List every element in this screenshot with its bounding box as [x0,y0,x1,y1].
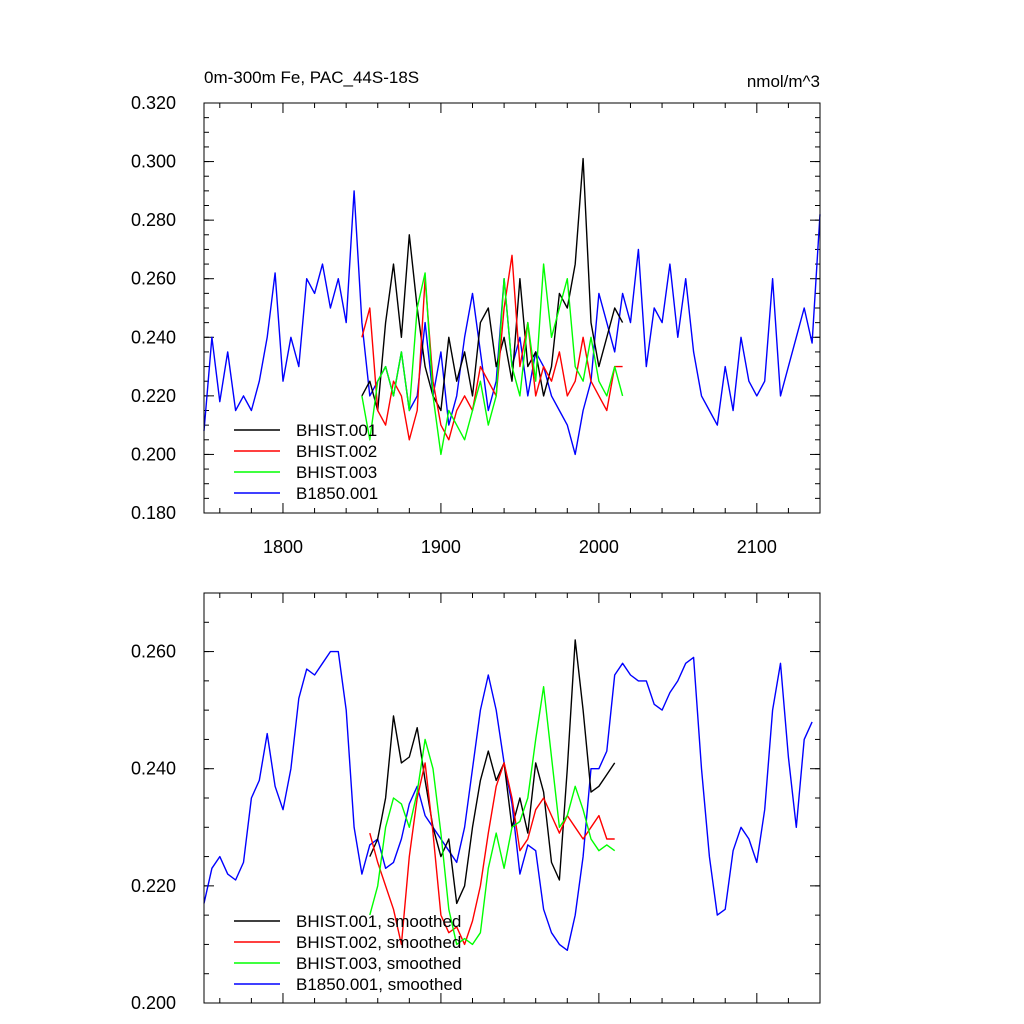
y-tick-label: 0.280 [131,210,176,230]
legend-label: B1850.001, smoothed [296,975,462,994]
bottom-plot-frame [203,592,821,1004]
series-line-3 [203,190,821,456]
legend-label: B1850.001 [296,484,378,503]
series-line-3 [203,650,813,951]
top-plot-frame [203,102,821,514]
series-line-1 [361,254,623,441]
series-line-0 [369,639,616,905]
x-tick-label: 2000 [579,537,619,557]
series-line-2 [369,686,616,946]
bottom-legend: BHIST.001, smoothed BHIST.002, smoothed BH… [234,912,462,994]
y-tick-label: 0.260 [131,642,176,662]
units-label: nmol/m^3 [747,72,820,91]
legend-label: BHIST.002, smoothed [296,933,461,952]
x-tick-label: 2100 [737,537,777,557]
y-tick-label: 0.240 [131,759,176,779]
top-series-lines [203,157,821,456]
top-panel: 0m-300m Fe, PAC_44S-18S nmol/m^3 0.1800.… [131,68,821,557]
top-tick-labels: 0.180 0.200 0.220 0.240 0.260 0.280 0.300 0.320… [131,93,777,557]
legend-label: BHIST.003, smoothed [296,954,461,973]
series-line-1 [369,762,615,946]
bottom-tick-labels: 0.200 0.220 0.240 0.260 [131,642,176,1013]
y-tick-label: 0.200 [131,993,176,1013]
bottom-panel: 0.200 0.220 0.240 0.260 BHIST.001, smoothed… [131,592,821,1013]
y-tick-label: 0.300 [131,152,176,172]
chart-title: 0m-300m Fe, PAC_44S-18S [204,68,419,87]
bottom-series-lines [203,639,813,951]
y-tick-label: 0.220 [131,386,176,406]
y-tick-label: 0.220 [131,876,176,896]
top-legend: BHIST.001 BHIST.002 BHIST.003 B1850.001 [234,421,378,503]
legend-label: BHIST.003 [296,463,377,482]
y-tick-label: 0.260 [131,269,176,289]
x-tick-label: 1800 [263,537,303,557]
x-tick-label: 1900 [421,537,461,557]
series-line-2 [361,263,624,456]
series-line-0 [361,157,624,412]
legend-label: BHIST.001 [296,421,377,440]
y-tick-label: 0.180 [131,503,176,523]
y-tick-label: 0.320 [131,93,176,113]
y-tick-label: 0.200 [131,444,176,464]
legend-label: BHIST.002 [296,442,377,461]
y-tick-label: 0.240 [131,327,176,347]
legend-label: BHIST.001, smoothed [296,912,461,931]
top-axis-ticks [204,102,821,514]
